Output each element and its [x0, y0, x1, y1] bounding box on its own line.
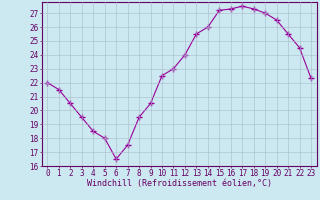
X-axis label: Windchill (Refroidissement éolien,°C): Windchill (Refroidissement éolien,°C)	[87, 179, 272, 188]
